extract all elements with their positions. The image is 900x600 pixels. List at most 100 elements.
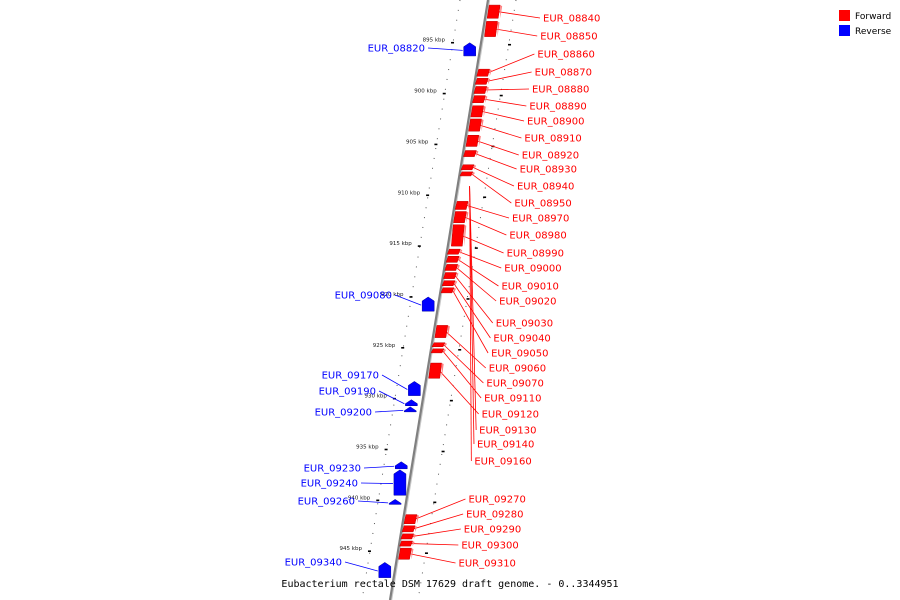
forward-gene-label[interactable]: EUR_09060 xyxy=(489,364,546,375)
forward-gene-eur_08930[interactable] xyxy=(463,150,477,157)
forward-gene-eur_08870[interactable] xyxy=(474,78,489,85)
forward-gene-bevel xyxy=(474,164,477,170)
forward-leader-line xyxy=(483,98,527,107)
reverse-gene-eur_09170[interactable] xyxy=(408,381,421,396)
forward-gene-label[interactable]: EUR_09110 xyxy=(484,394,541,405)
reverse-gene-eur_09340[interactable] xyxy=(378,562,392,578)
forward-gene-label[interactable]: EUR_08970 xyxy=(512,214,569,225)
forward-gene-eur_08840[interactable] xyxy=(486,4,501,19)
forward-gene-label[interactable]: EUR_09020 xyxy=(499,297,556,308)
forward-gene-label[interactable]: EUR_08860 xyxy=(537,50,594,61)
tick-label: 905 kbp xyxy=(406,139,429,145)
forward-gene-label[interactable]: EUR_09300 xyxy=(461,541,518,552)
forward-gene-eur_09070[interactable] xyxy=(431,342,446,348)
forward-gene-label[interactable]: EUR_09130 xyxy=(479,426,536,437)
forward-gene-label[interactable]: EUR_09310 xyxy=(459,559,516,570)
forward-gene-label[interactable]: EUR_08990 xyxy=(507,249,564,260)
forward-gene-label[interactable]: EUR_08910 xyxy=(524,134,581,145)
forward-gene-label[interactable]: EUR_08890 xyxy=(529,102,586,113)
forward-gene-bevel xyxy=(476,150,479,157)
tick-label: 940 kbp xyxy=(348,495,371,501)
reverse-gene-label[interactable]: EUR_09340 xyxy=(285,558,342,569)
forward-leader-line xyxy=(476,140,519,156)
reverse-gene-label[interactable]: EUR_09240 xyxy=(301,479,358,490)
forward-gene-label[interactable]: EUR_09160 xyxy=(474,457,531,468)
reverse-gene-eur_09080[interactable] xyxy=(421,296,435,312)
forward-gene-label[interactable]: EUR_08940 xyxy=(517,182,574,193)
forward-gene-bevel xyxy=(460,249,463,255)
reverse-gene-eur_09230[interactable] xyxy=(395,461,408,470)
forward-gene-label[interactable]: EUR_09050 xyxy=(491,349,548,360)
forward-gene-eur_09000[interactable] xyxy=(446,248,461,255)
forward-gene-label[interactable]: EUR_08900 xyxy=(527,117,584,128)
forward-gene-eur_08910[interactable] xyxy=(468,118,482,132)
tick-layer: 895 kbp 900 kbp 905 kbp 910 kbp 915 kbp 920 k… xyxy=(340,38,512,554)
reverse-gene-eur_09240[interactable] xyxy=(393,469,407,496)
forward-gene-eur_09020[interactable] xyxy=(444,264,459,271)
forward-gene-label[interactable]: EUR_09000 xyxy=(504,264,561,275)
reverse-leader-line xyxy=(427,47,463,51)
reverse-gene-label[interactable]: EUR_09190 xyxy=(319,387,376,398)
forward-gene-eur_09040[interactable] xyxy=(441,280,456,287)
reverse-gene-label[interactable]: EUR_09200 xyxy=(315,408,372,419)
forward-gene-label[interactable]: EUR_08840 xyxy=(543,14,600,25)
forward-gene-eur_08980[interactable] xyxy=(453,211,467,223)
forward-gene-label[interactable]: EUR_09290 xyxy=(464,525,521,536)
forward-gene-eur_08880[interactable] xyxy=(473,86,488,94)
forward-gene-eur_08850[interactable] xyxy=(484,21,498,37)
forward-gene-eur_08890[interactable] xyxy=(472,95,486,103)
reverse-gene-eur_08820[interactable] xyxy=(463,42,476,57)
forward-gene-label[interactable]: EUR_09270 xyxy=(468,495,525,506)
forward-gene-bevel xyxy=(483,105,486,117)
forward-gene-eur_09120[interactable] xyxy=(428,362,442,379)
forward-gene-bevel xyxy=(488,78,491,85)
forward-gene-eur_09110[interactable] xyxy=(430,348,445,354)
forward-gene-bevel xyxy=(415,525,418,532)
forward-gene-eur_09300[interactable] xyxy=(399,540,414,547)
forward-gene-label[interactable]: EUR_08850 xyxy=(540,32,597,43)
forward-gene-eur_09280[interactable] xyxy=(401,525,416,533)
forward-leader-line xyxy=(487,53,535,74)
legend: Forward Reverse xyxy=(839,10,892,37)
reverse-gene-label[interactable]: EUR_09080 xyxy=(335,291,392,302)
forward-gene-eur_09290[interactable] xyxy=(400,533,415,540)
forward-gene-label[interactable]: EUR_08920 xyxy=(522,151,579,162)
reverse-gene-label[interactable]: EUR_09230 xyxy=(304,464,361,475)
forward-gene-eur_08950[interactable] xyxy=(459,171,474,177)
forward-gene-label[interactable]: EUR_09070 xyxy=(486,379,543,390)
reverse-gene-label[interactable]: EUR_09260 xyxy=(298,497,355,508)
forward-gene-bevel xyxy=(441,363,444,379)
forward-gene-eur_08970[interactable] xyxy=(454,201,469,210)
forward-gene-eur_09010[interactable] xyxy=(445,256,460,263)
forward-gene-eur_08990[interactable] xyxy=(451,224,465,247)
forward-gene-label[interactable]: EUR_08870 xyxy=(535,68,592,79)
forward-gene-label[interactable]: EUR_09140 xyxy=(477,440,534,451)
genome-title: Eubacterium rectale DSM 17629 draft geno… xyxy=(281,579,618,590)
forward-gene-label[interactable]: EUR_09010 xyxy=(501,282,558,293)
forward-gene-eur_08940[interactable] xyxy=(460,164,475,171)
forward-gene-eur_09270[interactable] xyxy=(403,514,418,524)
forward-gene-bevel xyxy=(455,280,458,286)
forward-gene-label[interactable]: EUR_09040 xyxy=(493,334,550,345)
forward-gene-eur_08860[interactable] xyxy=(476,68,491,77)
reverse-gene-eur_09190[interactable] xyxy=(405,399,418,407)
reverse-gene-label[interactable]: EUR_08820 xyxy=(368,44,425,55)
forward-gene-label[interactable]: EUR_08930 xyxy=(520,165,577,176)
forward-gene-label[interactable]: EUR_08880 xyxy=(532,85,589,96)
reverse-gene-label[interactable]: EUR_09170 xyxy=(322,371,379,382)
forward-gene-label[interactable]: EUR_08980 xyxy=(509,231,566,242)
backbone-layer xyxy=(361,0,517,600)
forward-gene-bevel xyxy=(413,533,416,539)
forward-gene-eur_09030[interactable] xyxy=(443,272,457,279)
forward-gene-label[interactable]: EUR_09120 xyxy=(482,410,539,421)
forward-gene-eur_08920[interactable] xyxy=(465,135,480,147)
forward-gene-eur_08900[interactable] xyxy=(470,105,485,118)
forward-gene-eur_09060[interactable] xyxy=(434,325,449,338)
forward-gene-label[interactable]: EUR_09280 xyxy=(466,510,523,521)
reverse-gene-eur_09260[interactable] xyxy=(388,499,402,505)
reverse-gene-eur_09200[interactable] xyxy=(403,406,417,413)
forward-gene-label[interactable]: EUR_08950 xyxy=(514,199,571,210)
forward-gene-eur_09050[interactable] xyxy=(440,287,455,294)
forward-gene-label[interactable]: EUR_09030 xyxy=(496,319,553,330)
forward-gene-eur_09310[interactable] xyxy=(398,547,412,560)
